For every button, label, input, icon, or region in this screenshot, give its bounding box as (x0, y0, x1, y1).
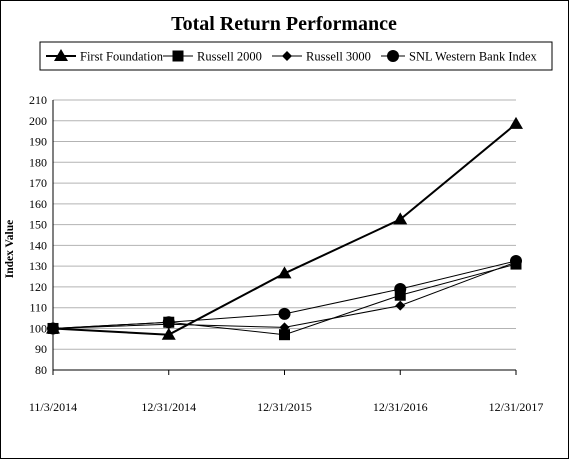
legend-marker-square (172, 50, 184, 62)
series-triangle (46, 116, 523, 340)
chart-title: Total Return Performance (171, 13, 397, 35)
y-tick-label: 160 (29, 197, 47, 211)
y-tick-labels: 80 90 100 110 120 130 140 150 160 170 180 190 200 210 (29, 93, 47, 377)
y-tick-label: 100 (29, 321, 47, 335)
data-point-circle (162, 316, 175, 329)
data-point-circle (510, 254, 522, 267)
y-tick-label: 140 (29, 238, 47, 252)
series-group (46, 116, 523, 341)
y-tick-label: 190 (29, 135, 47, 149)
x-tick-label: 12/31/2015 (257, 400, 312, 414)
legend: First Foundation Russell 2000 Russell 3000… (39, 41, 553, 71)
y-tick-label: 110 (29, 301, 47, 315)
x-tick-label: 12/31/2014 (141, 400, 196, 414)
data-point-triangle (393, 212, 408, 225)
y-tick-label: 90 (35, 342, 47, 356)
y-tick-label: 170 (29, 176, 47, 190)
y-tick-label: 130 (29, 259, 47, 273)
data-point-triangle (277, 266, 292, 279)
series-circle (47, 254, 522, 335)
legend-label: Russell 3000 (306, 50, 371, 64)
x-tick-label: 11/3/2014 (29, 400, 77, 414)
y-tick-label: 210 (29, 93, 47, 107)
gridlines (53, 99, 516, 350)
data-point-square (279, 329, 290, 341)
data-point-triangle (509, 116, 523, 129)
y-tick-label: 200 (29, 114, 47, 128)
y-tick-label: 150 (29, 218, 47, 232)
y-tick-label: 120 (29, 280, 47, 294)
legend-entry: First Foundation (46, 49, 164, 64)
data-point-circle (47, 322, 59, 335)
y-tick-label: 80 (35, 363, 47, 377)
x-tick-label: 12/31/2017 (489, 400, 544, 414)
legend-label: First Foundation (80, 50, 164, 64)
data-point-diamond (279, 322, 290, 333)
y-tick-label: 180 (29, 155, 47, 169)
data-point-triangle (161, 327, 176, 340)
x-tick-label: 12/31/2016 (373, 400, 428, 414)
data-point-circle (394, 283, 407, 295)
legend-entry: SNL Western Bank Index (381, 50, 538, 64)
data-point-diamond (395, 300, 406, 311)
series-line (52, 123, 517, 336)
legend-label: Russell 2000 (197, 50, 262, 64)
legend-entry: Russell 3000 (272, 50, 371, 64)
x-tick-labels: 11/3/2014 12/31/2014 12/31/2015 12/31/2016 1… (29, 400, 543, 414)
legend-marker-diamond (282, 51, 292, 61)
data-point-circle (278, 307, 291, 320)
legend-marker-triangle (54, 49, 68, 61)
legend-marker-circle (387, 50, 399, 62)
legend-entry: Russell 2000 (163, 50, 262, 64)
data-point-square (394, 289, 406, 301)
legend-label: SNL Western Bank Index (409, 50, 538, 64)
y-axis-label: Index Value (4, 220, 16, 278)
